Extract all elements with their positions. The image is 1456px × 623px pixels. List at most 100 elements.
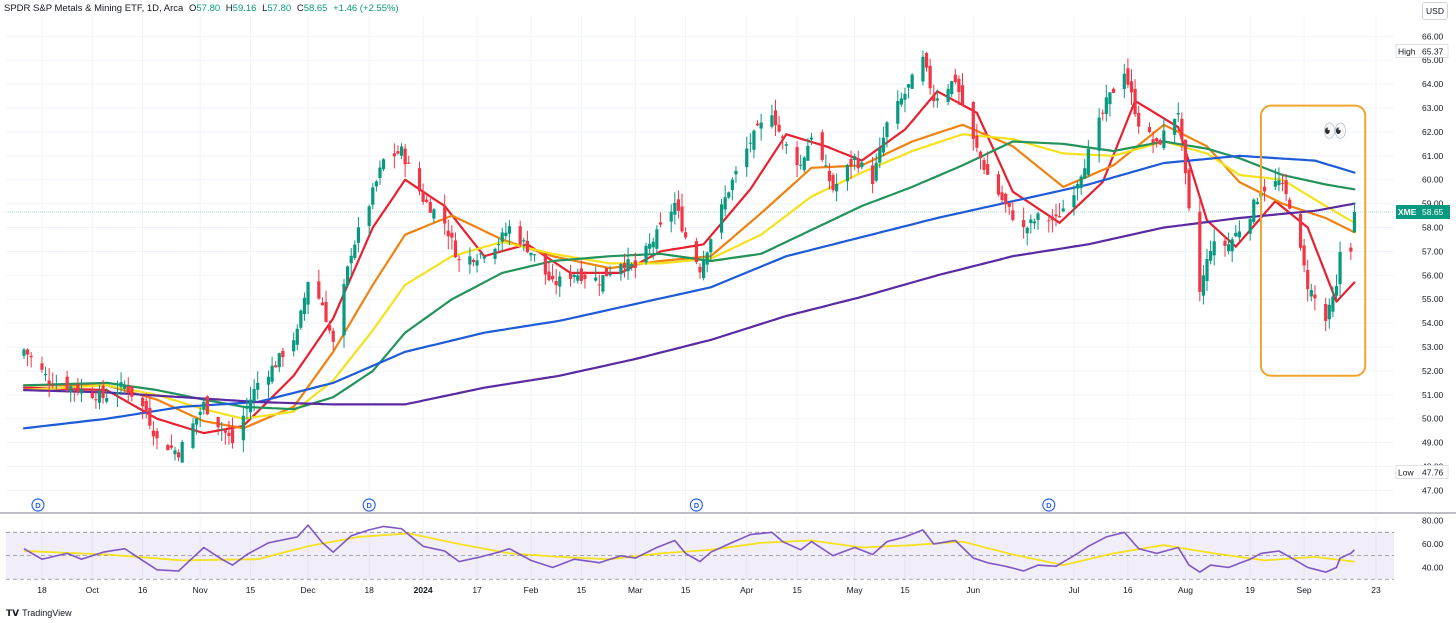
candle [392,153,396,157]
time-tick-label: 17 [472,585,482,595]
candle [878,147,882,163]
candle [220,429,224,431]
candle [1050,216,1054,221]
time-tick-label: 15 [577,585,587,595]
time-tick-label: 23 [1371,585,1381,595]
candle [1302,245,1306,266]
candle [381,159,386,170]
price-tick-label: 62.00 [1422,127,1444,137]
candle [277,353,281,368]
candle [356,227,360,243]
rsi-tick-label: 40.00 [1422,562,1444,572]
candle [432,209,436,219]
candle [1075,184,1080,189]
candle [396,151,400,154]
candle [579,268,583,281]
candle [90,392,94,398]
candle [1334,286,1339,296]
candle [885,122,889,138]
high-value: 59.16 [232,3,257,14]
price-tick-label: 60.00 [1422,175,1444,185]
candle [1248,218,1252,234]
candle [378,167,382,178]
rsi-line [23,524,1355,573]
time-tick-label: 2024 [414,585,433,595]
candle [734,170,738,175]
time-tick-label: 16 [138,585,148,595]
candle [497,244,501,246]
ticker-label: XME [1398,207,1417,217]
candle [299,310,303,328]
candle [126,386,130,394]
candle [1032,221,1037,224]
dividend-marker [689,498,704,512]
candle [367,206,371,227]
price-tick-label: 54.00 [1422,318,1444,328]
candle [1111,88,1116,93]
candle [353,244,357,258]
candle [346,266,350,286]
candle [331,330,335,342]
candle [1201,275,1206,296]
candle [266,376,271,385]
candle [1183,139,1188,174]
candle [155,431,159,439]
candle [1180,118,1184,140]
currency-button[interactable]: USD [1422,2,1448,20]
candle [1306,270,1310,290]
candle [342,284,346,336]
time-tick-label: 18 [364,585,374,595]
candle [123,384,127,389]
candle [69,386,73,393]
candle [65,376,69,390]
candle [399,146,404,156]
candle [906,84,911,88]
candle [1162,130,1166,149]
candle [241,415,245,441]
rsi-band [6,531,1394,580]
candle [482,256,486,259]
price-tick-label: 66.00 [1422,31,1444,41]
candle [820,132,824,160]
candle [1097,117,1101,151]
candle [1155,138,1159,142]
candle [493,248,497,259]
candle [54,383,58,386]
candle [1029,219,1033,224]
candle [428,201,432,213]
candle [1324,303,1328,321]
price-tick-label: 58.00 [1422,223,1444,233]
candle [1209,251,1213,261]
close-label: C [296,3,304,14]
candle [910,74,914,89]
candle [1309,290,1313,297]
candle [274,365,278,368]
candle [1277,180,1281,186]
dividend-marker-label: D [694,501,700,510]
candle [543,253,547,275]
candle [680,206,684,232]
price-axis: 47.0048.0049.0050.0051.0052.0053.0054.00… [1395,31,1450,572]
tradingview-logo[interactable]: 𝗧𝗩 TradingView [6,608,72,619]
rsi-ma-line [23,532,1355,566]
candle [568,272,573,279]
price-tick-label: 47.00 [1422,485,1444,495]
candle [622,263,627,269]
candle [1101,112,1105,114]
candle [407,162,411,164]
price-tick-label: 51.00 [1422,390,1444,400]
candle [773,110,778,126]
candle [576,275,580,281]
candle [1205,259,1209,281]
high-marker-label: High [1398,46,1416,56]
price-tick-label: 52.00 [1422,366,1444,376]
low-marker-value: 47.76 [1422,467,1444,477]
candle [723,197,727,210]
price-tick-label: 50.00 [1422,414,1444,424]
candle [1011,210,1015,220]
candle [644,245,648,263]
candle [504,232,508,236]
